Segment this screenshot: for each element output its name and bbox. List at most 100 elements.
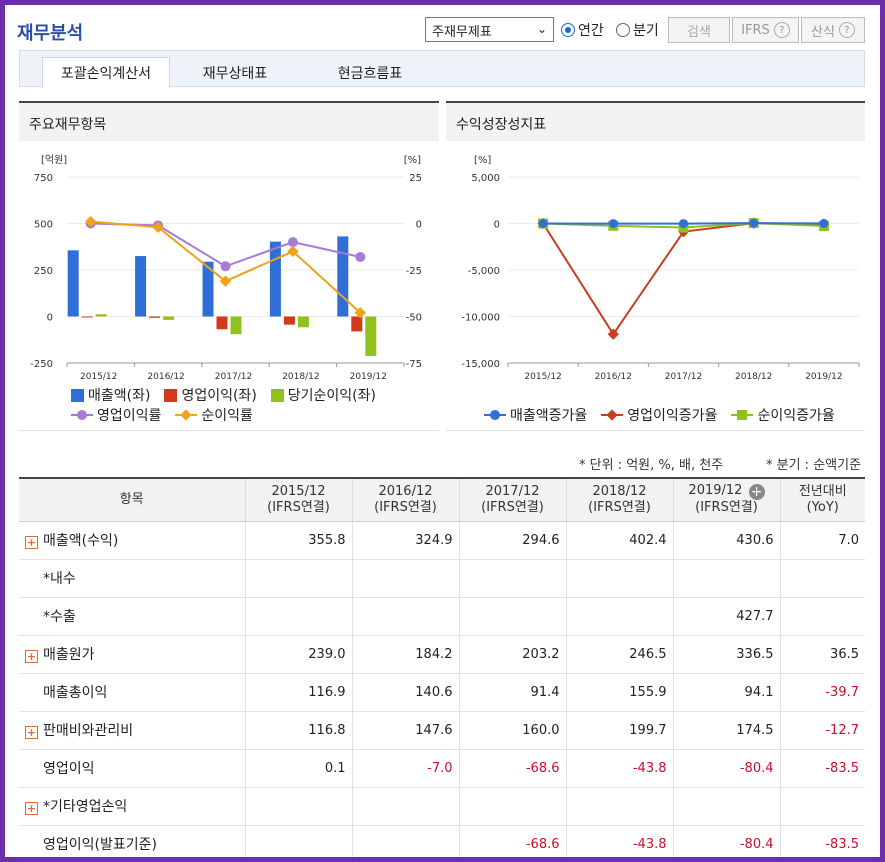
table-cell	[779, 597, 865, 636]
y-tick-label: -5,000	[468, 266, 500, 277]
tab-balance-sheet[interactable]: 재무상태표	[202, 65, 268, 82]
data-point	[287, 245, 299, 258]
table-cell: -83.5	[779, 749, 865, 788]
page-title: 재무분석	[17, 23, 84, 44]
legend-swatch	[270, 388, 284, 402]
bar	[269, 241, 281, 317]
table-notes: * 단위 : 억원, %, 배, 천주 * 분기 : 순액기준	[19, 454, 865, 473]
y2-tick-label: 25	[409, 173, 422, 184]
table-cell: -80.4	[672, 749, 780, 788]
data-point	[355, 251, 366, 262]
key-financials-panel: 주요재무항목 [억원] [%] 750 25 500 0 250 -25 0 -50 -250 -75…	[19, 101, 439, 431]
column-header-year: 2018/12 (IFRS연결)	[565, 477, 673, 522]
table-cell: -12.7	[779, 711, 865, 750]
table-row: 매출총이익 116.9 140.6 91.4 155.9 94.1 -39.7	[19, 673, 865, 712]
bar	[365, 316, 377, 356]
legend-revenue[interactable]: 매출액(좌)	[71, 385, 150, 405]
table-cell	[779, 559, 865, 598]
y-axis-label: [%]	[474, 155, 491, 166]
report-type-select[interactable]: 주재무제표 ⌄	[425, 17, 554, 42]
formula-help-button[interactable]: 산식 ?	[801, 17, 865, 43]
legend-revenue-growth[interactable]: 매출액증가율	[484, 405, 587, 425]
search-button[interactable]: 검색	[668, 17, 730, 43]
ifrs-button-label: IFRS	[741, 22, 770, 38]
y-tick-label: 250	[34, 266, 53, 277]
legend-marker	[731, 410, 754, 420]
expand-row-icon[interactable]: +	[25, 650, 38, 663]
legend-label: 영업이익(좌)	[181, 388, 257, 404]
table-cell: 36.5	[779, 635, 865, 674]
bar	[95, 314, 107, 317]
data-point	[608, 219, 618, 229]
table-row: + 매출원가 239.0 184.2 203.2 246.5 336.5 36.5	[19, 635, 865, 674]
legend-operating-income-growth[interactable]: 영업이익증가율	[601, 405, 717, 425]
expand-row-icon[interactable]: +	[25, 726, 38, 739]
growth-legend: 매출액증가율 영업이익증가율 순이익증가율	[484, 405, 835, 425]
row-label-text: 매출액(수익)	[43, 533, 119, 549]
quarter-radio[interactable]: 분기	[616, 20, 659, 40]
data-point	[607, 328, 619, 340]
row-label[interactable]: + 판매비와관리비	[19, 711, 245, 750]
table-cell	[458, 787, 566, 826]
quarter-note: * 분기 : 순액기준	[766, 458, 862, 473]
radio-selected-icon	[561, 23, 575, 37]
unit-note: * 단위 : 억원, %, 배, 천주	[579, 458, 724, 473]
table-cell	[565, 597, 673, 636]
series-line	[542, 222, 824, 336]
data-point	[819, 218, 829, 228]
x-tick-label: 2018/12	[282, 372, 319, 382]
ifrs-help-button[interactable]: IFRS ?	[732, 17, 799, 43]
formula-button-label: 산식	[811, 24, 835, 40]
series-line	[90, 222, 361, 268]
header: 재무분석 주재무제표 ⌄ 연간 분기 검색 IFRS ? 산식 ?	[5, 15, 880, 49]
annual-radio-label: 연간	[578, 23, 604, 39]
table-cell: 336.5	[672, 635, 780, 674]
legend-operating-margin[interactable]: 영업이익률	[71, 405, 161, 425]
table-cell: -68.6	[458, 749, 566, 788]
table-cell	[672, 787, 780, 826]
help-icon: ?	[773, 22, 790, 38]
add-column-icon[interactable]: +	[748, 484, 765, 501]
row-label[interactable]: + *기타영업손익	[19, 787, 245, 826]
legend-marker	[601, 409, 624, 421]
row-label: *내수	[19, 559, 245, 598]
x-tick-label: 2016/12	[595, 372, 632, 382]
y-axis-label: [억원]	[41, 154, 67, 166]
y2-axis-label: [%]	[404, 155, 421, 166]
table-cell	[351, 787, 459, 826]
row-label[interactable]: + 매출원가	[19, 635, 245, 674]
column-header-year: 2019/12 + (IFRS연결)	[672, 477, 780, 522]
row-label-text: *수출	[43, 609, 76, 625]
column-header-item: 항목	[19, 477, 245, 522]
legend-net-income[interactable]: 당기순이익(좌)	[270, 385, 376, 405]
data-point	[538, 219, 548, 228]
growth-indicators-chart: [%] 5,000 0 -5,000 -10,000 -15,000 2015/12 2016…	[461, 155, 860, 382]
row-label: 매출총이익	[19, 673, 245, 712]
row-label: *수출	[19, 597, 245, 636]
legend-marker	[484, 410, 506, 420]
table-cell: 324.9	[351, 521, 459, 560]
legend-net-margin[interactable]: 순이익률	[175, 405, 253, 425]
table-cell: 116.9	[244, 673, 352, 712]
table-cell: -68.6	[458, 825, 566, 857]
row-label: 영업이익(발표기준)	[19, 825, 245, 857]
legend-net-income-growth[interactable]: 순이익증가율	[731, 405, 835, 425]
table-row: 영업이익 0.1 -7.0 -68.6 -43.8 -80.4 -83.5	[19, 749, 865, 788]
row-label[interactable]: + 매출액(수익)	[19, 521, 245, 560]
legend-operating-income[interactable]: 영업이익(좌)	[164, 385, 257, 405]
table-cell: 402.4	[565, 521, 673, 560]
table-cell: -43.8	[565, 825, 673, 857]
table-header-row: 항목 2015/12 (IFRS연결) 2016/12 (IFRS연결) 2017/…	[19, 477, 865, 522]
expand-row-icon[interactable]: +	[25, 802, 38, 815]
tab-cash-flow[interactable]: 현금흐름표	[337, 65, 403, 82]
table-cell: 427.7	[672, 597, 780, 636]
report-type-value: 주재무제표	[432, 25, 492, 40]
key-financials-legend-row1: 매출액(좌) 영업이익(좌) 당기순이익(좌)	[71, 385, 376, 405]
expand-row-icon[interactable]: +	[25, 536, 38, 549]
table-cell	[458, 559, 566, 598]
tab-income-statement[interactable]: 포괄손익계산서	[42, 57, 170, 88]
annual-radio[interactable]: 연간	[561, 20, 604, 40]
y-tick-label: -10,000	[461, 313, 500, 324]
table-row: + *기타영업손익	[19, 787, 865, 826]
table-cell	[565, 559, 673, 598]
